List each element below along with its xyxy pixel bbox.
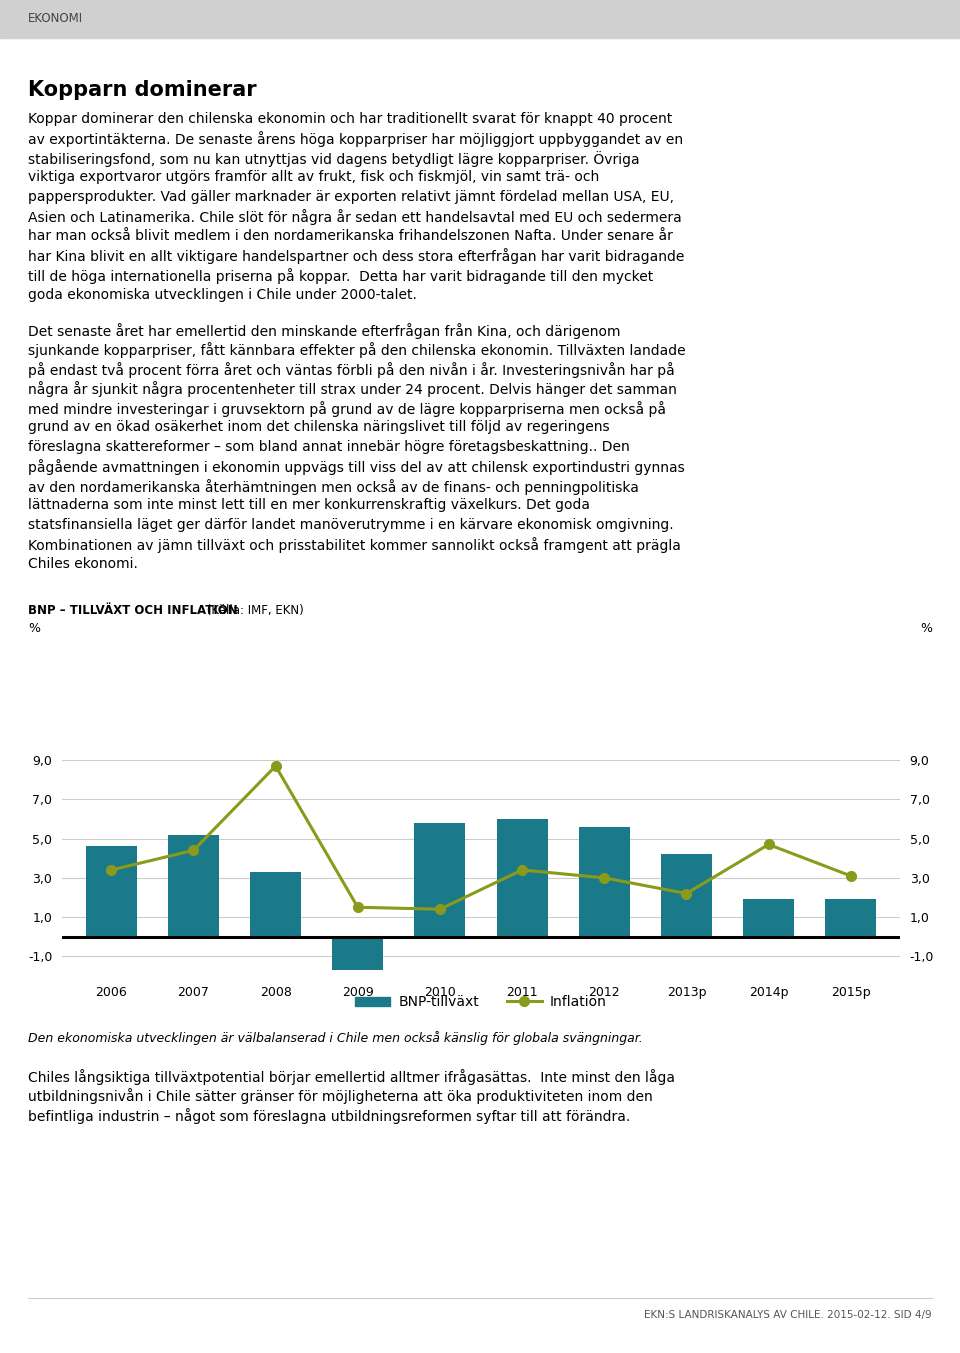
Text: har Kina blivit en allt viktigare handelspartner och dess stora efterfrågan har : har Kina blivit en allt viktigare handel…: [28, 249, 684, 264]
Text: Det senaste året har emellertid den minskande efterfrågan från Kina, och därigen: Det senaste året har emellertid den mins…: [28, 322, 620, 338]
Text: med mindre investeringar i gruvsektorn på grund av de lägre kopparpriserna men o: med mindre investeringar i gruvsektorn p…: [28, 400, 666, 417]
Text: Chiles långsiktiga tillväxtpotential börjar emellertid alltmer ifrågasättas.  In: Chiles långsiktiga tillväxtpotential bör…: [28, 1069, 675, 1085]
Text: grund av en ökad osäkerhet inom det chilenska näringslivet till följd av regerin: grund av en ökad osäkerhet inom det chil…: [28, 419, 610, 434]
Text: Kombinationen av jämn tillväxt och prisstabilitet kommer sannolikt också framgen: Kombinationen av jämn tillväxt och priss…: [28, 537, 681, 553]
Bar: [743, 900, 794, 936]
Bar: [168, 835, 219, 936]
Text: pågående avmattningen i ekonomin uppvägs till viss del av att chilensk exportind: pågående avmattningen i ekonomin uppvägs…: [28, 459, 684, 475]
Text: BNP – TILLVÄXT OCH INFLATION: BNP – TILLVÄXT OCH INFLATION: [28, 603, 238, 617]
Text: (Källa: IMF, EKN): (Källa: IMF, EKN): [203, 603, 303, 617]
Text: har man också blivit medlem i den nordamerikanska frihandelszonen Nafta. Under s: har man också blivit medlem i den nordam…: [28, 229, 673, 244]
Text: viktiga exportvaror utgörs framför allt av frukt, fisk och fiskmjöl, vin samt tr: viktiga exportvaror utgörs framför allt …: [28, 170, 599, 184]
Text: pappersprodukter. Vad gäller marknader är exporten relativt jämnt fördelad mella: pappersprodukter. Vad gäller marknader ä…: [28, 189, 674, 204]
Text: %: %: [28, 622, 40, 635]
Text: av exportintäkterna. De senaste årens höga kopparpriser har möjliggjort uppbygga: av exportintäkterna. De senaste årens hö…: [28, 131, 684, 147]
Bar: [579, 827, 630, 936]
Bar: [85, 847, 136, 936]
Bar: [826, 900, 876, 936]
Text: Koppar dominerar den chilenska ekonomin och har traditionellt svarat för knappt : Koppar dominerar den chilenska ekonomin …: [28, 112, 672, 126]
Text: av den nordamerikanska återhämtningen men också av de finans- och penningpolitis: av den nordamerikanska återhämtningen me…: [28, 479, 638, 495]
Bar: [332, 936, 383, 970]
Text: EKN:S LANDRISKANALYS AV CHILE. 2015-02-12. SID 4/9: EKN:S LANDRISKANALYS AV CHILE. 2015-02-1…: [644, 1310, 932, 1321]
Bar: [0, 0, 960, 38]
Text: %: %: [920, 622, 932, 635]
Text: till de höga internationella priserna på koppar.  Detta har varit bidragande til: till de höga internationella priserna på…: [28, 268, 653, 284]
Text: lättnaderna som inte minst lett till en mer konkurrenskraftig växelkurs. Det god: lättnaderna som inte minst lett till en …: [28, 498, 590, 511]
Text: goda ekonomiska utvecklingen i Chile under 2000-talet.: goda ekonomiska utvecklingen i Chile und…: [28, 287, 417, 302]
Text: Asien och Latinamerika. Chile slöt för några år sedan ett handelsavtal med EU oc: Asien och Latinamerika. Chile slöt för n…: [28, 210, 682, 226]
Text: EKONOMI: EKONOMI: [28, 12, 84, 26]
Text: Chiles ekonomi.: Chiles ekonomi.: [28, 556, 138, 571]
Text: Kopparn dominerar: Kopparn dominerar: [28, 80, 256, 100]
Text: några år sjunkit några procentenheter till strax under 24 procent. Delvis hänger: några år sjunkit några procentenheter ti…: [28, 382, 677, 396]
Text: statsfinansiella läget ger därför landet manöverutrymme i en kärvare ekonomisk o: statsfinansiella läget ger därför landet…: [28, 518, 674, 532]
Text: utbildningsnivån i Chile sätter gränser för möjligheterna att öka produktivitete: utbildningsnivån i Chile sätter gränser …: [28, 1088, 653, 1104]
Bar: [415, 823, 466, 936]
Text: befintliga industrin – något som föreslagna utbildningsreformen syftar till att : befintliga industrin – något som föresla…: [28, 1108, 631, 1124]
Bar: [496, 819, 547, 936]
Text: föreslagna skattereformer – som bland annat innebär högre företagsbeskattning.. : föreslagna skattereformer – som bland an…: [28, 440, 630, 453]
Text: Den ekonomiska utvecklingen är välbalanserad i Chile men också känslig för globa: Den ekonomiska utvecklingen är välbalans…: [28, 1031, 643, 1045]
Bar: [251, 871, 301, 936]
Text: stabiliseringsfond, som nu kan utnyttjas vid dagens betydligt lägre kopparpriser: stabiliseringsfond, som nu kan utnyttjas…: [28, 152, 639, 166]
Bar: [660, 854, 712, 936]
Text: på endast två procent förra året och väntas förbli på den nivån i år. Investerin: på endast två procent förra året och vän…: [28, 361, 675, 377]
Legend: BNP-tillväxt, Inflation: BNP-tillväxt, Inflation: [349, 990, 612, 1015]
Text: sjunkande kopparpriser, fått kännbara effekter på den chilenska ekonomin. Tillvä: sjunkande kopparpriser, fått kännbara ef…: [28, 342, 685, 359]
